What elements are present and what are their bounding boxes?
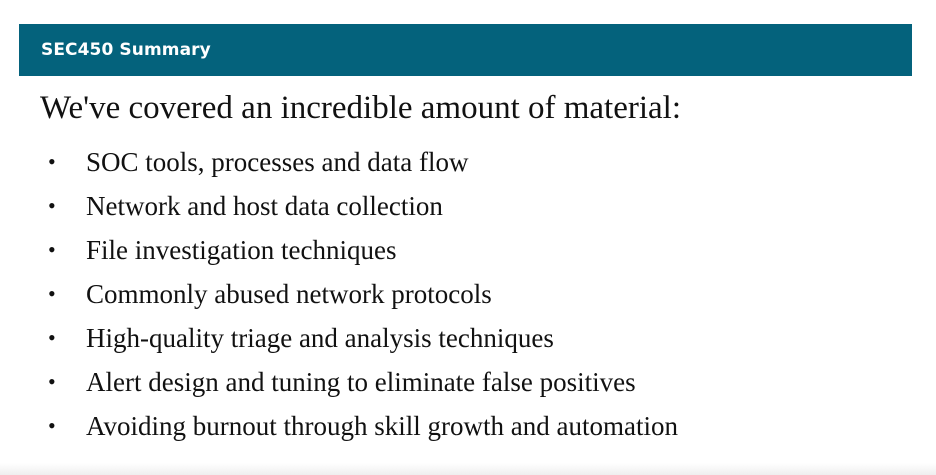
bullet-icon: • xyxy=(48,325,56,350)
bullet-icon: • xyxy=(48,193,56,218)
bullet-icon: • xyxy=(48,369,56,394)
bullet-text: Network and host data collection xyxy=(86,190,443,221)
bullet-text: Commonly abused network protocols xyxy=(86,278,492,309)
bullet-text: Avoiding burnout through skill growth an… xyxy=(86,410,678,441)
bullet-text: Alert design and tuning to eliminate fal… xyxy=(86,366,636,397)
bullet-icon: • xyxy=(48,413,56,438)
bullet-icon: • xyxy=(48,149,56,174)
slide-title: SEC450 Summary xyxy=(41,40,211,60)
bullet-icon: • xyxy=(48,281,56,306)
bullet-text: File investigation techniques xyxy=(86,234,397,265)
header-bar: SEC450 Summary xyxy=(19,24,912,76)
bullet-text: High-quality triage and analysis techniq… xyxy=(86,322,554,353)
bullet-icon: • xyxy=(48,237,56,262)
bullet-text: SOC tools, processes and data flow xyxy=(86,146,469,177)
bottom-shadow xyxy=(0,463,936,475)
lead-text: We've covered an incredible amount of ma… xyxy=(40,90,682,126)
